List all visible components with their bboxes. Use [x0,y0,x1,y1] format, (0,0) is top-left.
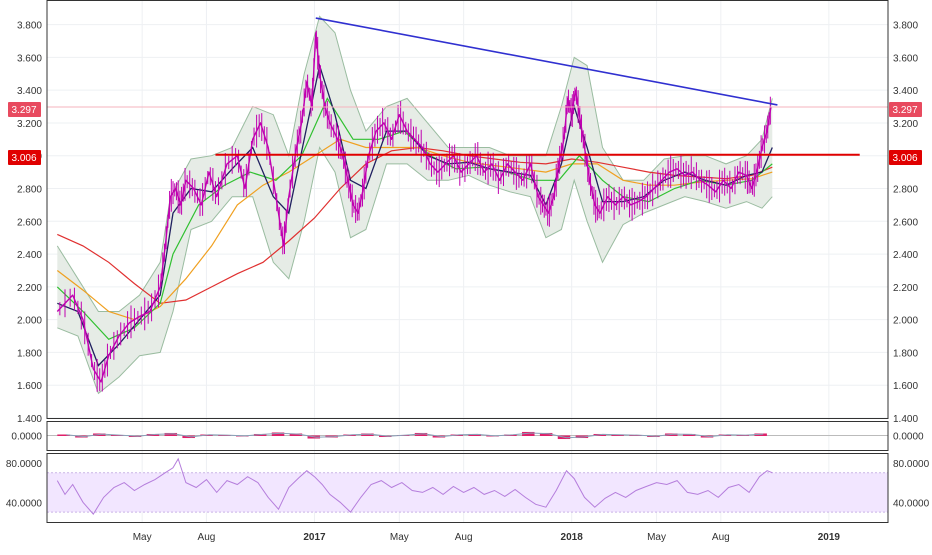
trendline [315,17,778,106]
y-tick-label-left: 3.400 [17,86,42,97]
y-tick-label-right: 3.200 [893,119,918,130]
rsi-tick-right: 80.0000 [893,459,930,470]
y-tick-label-right: 1.400 [893,414,918,425]
y-tick-label-left: 2.800 [17,185,42,196]
y-tick-label-right: 3.600 [893,53,918,64]
x-tick-label: 2018 [561,532,584,543]
price-tag-right: 3.297 [892,105,917,116]
y-tick-label-right: 2.200 [893,283,918,294]
x-tick-label: May [133,532,152,543]
oscillator-panel [47,431,888,440]
price-tag-left: 3.297 [11,105,36,116]
y-tick-label-right: 3.800 [893,21,918,32]
y-tick-label-left: 3.600 [17,53,42,64]
rsi-tick-left: 40.0000 [6,498,43,509]
oscillator-bar [289,433,303,436]
axes: 1.400 1.400 1.600 1.600 1.800 1.800 2.000 2.000… [6,21,930,543]
oscillator-bar [110,434,124,436]
level-tag-right-box [889,150,922,165]
oscillator-bar [271,432,285,436]
price-tag-left-box [8,102,41,117]
rsi-line [56,457,773,515]
y-tick-label-left: 2.600 [17,217,42,228]
y-tick-label-right: 2.400 [893,250,918,261]
y-tick-label-right: 3.400 [893,86,918,97]
level-tag-right: 3.006 [892,153,917,164]
oscillator-bar [361,433,374,436]
x-tick-label: May [647,532,666,543]
bollinger-lower-line [57,146,773,395]
oscillator-bar [682,433,696,436]
y-tick-label-right: 1.600 [893,381,918,392]
y-tick-label-left: 3.800 [17,21,42,32]
oscillator-bar [164,432,178,436]
y-tick-label-left: 1.600 [17,381,42,392]
drawn-lines[interactable] [47,17,888,156]
rsi-tick-right: 40.0000 [893,498,930,509]
oscillator-tick-right: 0.0000 [893,432,924,443]
panel-frame [46,421,889,451]
bollinger-upper-line [56,15,773,312]
bollinger-band [56,15,773,395]
oscillator-bar [611,434,624,436]
oscillator-bar [522,431,535,436]
y-tick-label-right: 1.800 [893,348,918,359]
x-tick-label: 2019 [818,532,841,543]
y-tick-label-right: 2.000 [893,316,918,327]
price-tag-right-box [889,102,922,117]
x-tick-label: May [390,532,409,543]
rsi-tick-left: 80.0000 [6,459,43,470]
x-tick-label: 2017 [303,532,326,543]
y-tick-label-left: 1.800 [17,348,42,359]
x-tick-label: Aug [712,532,730,543]
price-series [56,30,772,392]
y-tick-label-left: 2.000 [17,316,42,327]
rsi-band-fill [47,472,888,513]
rsi-panel [47,457,888,515]
oscillator-bar [57,434,70,436]
price-line [56,32,772,383]
oscillator-tick-left: 0.0000 [11,432,42,443]
level-tag-left-box [8,150,41,165]
price-tags: 3.297 3.297 3.006 3.006 [8,102,922,165]
y-tick-label-left: 2.200 [17,283,42,294]
oscillator-bar [539,432,553,436]
oscillator-signal-line [66,432,764,439]
panel-frame [46,0,889,419]
y-tick-label-right: 2.800 [893,185,918,196]
panel-frame [46,453,889,523]
x-tick-label: Aug [198,532,216,543]
y-tick-label-right: 2.600 [893,217,918,228]
level-tag-left: 3.006 [11,153,36,164]
oscillator-bar [414,432,428,436]
bollinger-fill [57,16,773,394]
y-tick-label-left: 1.400 [17,414,42,425]
y-tick-label-left: 2.400 [17,250,42,261]
x-tick-label: Aug [455,532,473,543]
oscillator-bar [468,433,481,436]
y-tick-label-left: 3.200 [17,119,42,130]
